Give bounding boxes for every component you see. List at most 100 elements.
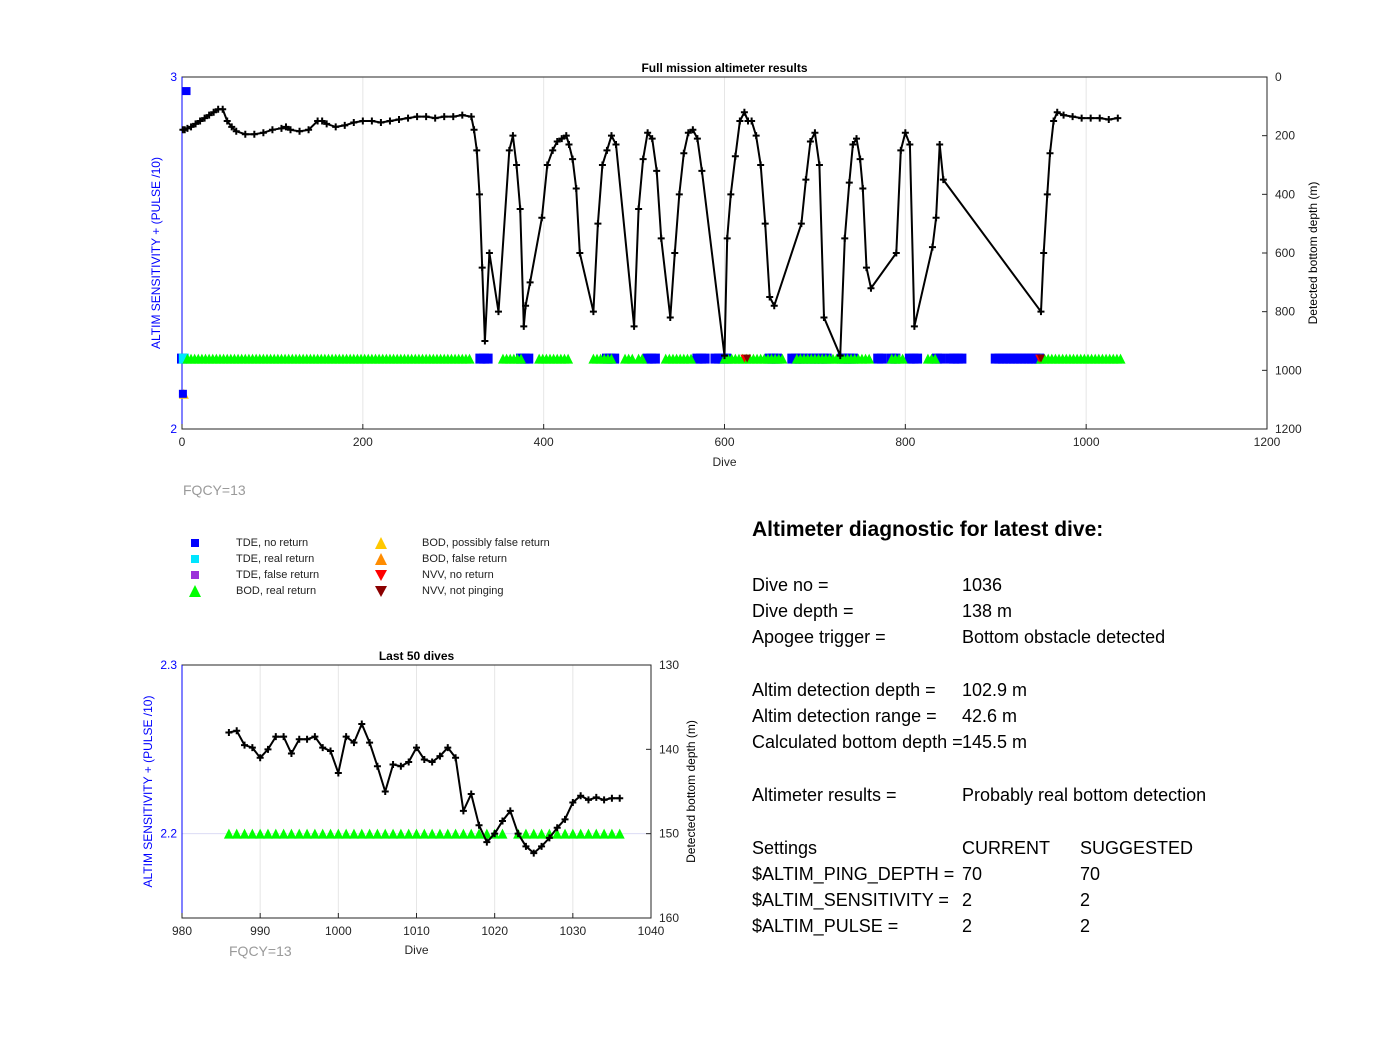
bottom-depth-point bbox=[366, 739, 374, 747]
bottom-depth-point bbox=[698, 167, 706, 175]
bottom-depth-point bbox=[341, 121, 349, 129]
square-marker-icon bbox=[188, 568, 202, 582]
bottom-depth-point bbox=[1050, 117, 1058, 125]
status-marker bbox=[427, 828, 438, 839]
bottom-depth-point bbox=[196, 117, 204, 125]
bottom-depth-point bbox=[483, 838, 491, 846]
x-tick-label: 1030 bbox=[559, 924, 586, 938]
bottom-depth-point bbox=[797, 220, 805, 228]
bottom-depth-point bbox=[939, 176, 947, 184]
bottom-depth-point bbox=[545, 834, 553, 842]
bottom-depth-point bbox=[522, 302, 530, 310]
bottom-depth-point bbox=[569, 155, 577, 163]
bottom-depth-point bbox=[612, 140, 620, 148]
legend-label: BOD, possibly false return bbox=[422, 537, 550, 549]
x-tick-label: 1040 bbox=[638, 924, 665, 938]
bottom-depth-point bbox=[232, 127, 240, 135]
y-left-tick-label: 3 bbox=[170, 70, 177, 84]
y-right-axis-label: Detected bottom depth (m) bbox=[1306, 182, 1320, 325]
bottom-depth-point bbox=[359, 117, 367, 125]
bottom-depth-point bbox=[561, 815, 569, 823]
settings-label: Settings bbox=[752, 838, 818, 858]
bottom-depth-point bbox=[201, 114, 209, 122]
apogee-value: Bottom obstacle detected bbox=[962, 627, 1166, 647]
status-marker bbox=[255, 828, 266, 839]
bottom-depth-point bbox=[932, 214, 940, 222]
status-marker bbox=[614, 828, 625, 839]
status-marker bbox=[286, 828, 297, 839]
bottom-depth-point bbox=[757, 161, 765, 169]
bottom-depth-point bbox=[653, 167, 661, 175]
bottom-depth-point bbox=[802, 176, 810, 184]
bottom-depth-point bbox=[598, 161, 606, 169]
status-marker bbox=[372, 828, 383, 839]
bottom-depth-point bbox=[282, 123, 290, 131]
status-marker bbox=[474, 828, 485, 839]
bottom-depth-point bbox=[183, 124, 191, 132]
bottom-depth-point bbox=[859, 184, 867, 192]
bottom-depth-point bbox=[225, 728, 233, 736]
status-marker bbox=[897, 353, 908, 364]
bottom-depth-point bbox=[280, 733, 288, 741]
bottom-depth-point bbox=[565, 140, 573, 148]
bottom-depth-point bbox=[520, 322, 528, 330]
status-marker bbox=[935, 353, 946, 364]
bottom-depth-point bbox=[516, 205, 524, 213]
status-marker bbox=[223, 828, 234, 839]
status-marker bbox=[434, 828, 445, 839]
bottom-depth-point bbox=[473, 146, 481, 154]
dive-depth-label: Dive depth = bbox=[752, 601, 854, 621]
diagnostic-title: Altimeter diagnostic for latest dive: bbox=[752, 518, 1104, 541]
bottom-depth-point bbox=[287, 126, 294, 134]
bottom-depth-point bbox=[752, 132, 760, 140]
legend-label: NVV, no return bbox=[422, 569, 494, 581]
bottom-depth-point bbox=[680, 149, 688, 157]
y-right-tick-label: 800 bbox=[1275, 305, 1295, 319]
bottom-depth-point bbox=[836, 352, 844, 360]
bottom-depth-point bbox=[862, 264, 870, 272]
status-marker bbox=[637, 353, 648, 364]
triangle-up-marker-icon bbox=[188, 584, 202, 598]
bottom-depth-point bbox=[616, 794, 624, 802]
status-marker bbox=[178, 389, 187, 398]
bottom-depth-point bbox=[422, 113, 430, 121]
bottom-depth-point bbox=[1105, 116, 1113, 124]
y-right-tick-label: 140 bbox=[659, 742, 679, 756]
status-marker bbox=[649, 353, 660, 364]
x-tick-label: 200 bbox=[353, 435, 373, 449]
altim-range-label: Altim detection range = bbox=[752, 706, 937, 726]
x-axis-label: Dive bbox=[404, 943, 428, 957]
bottom-depth-point bbox=[648, 135, 656, 143]
x-tick-label: 980 bbox=[172, 924, 192, 938]
status-marker bbox=[520, 828, 531, 839]
status-marker bbox=[247, 828, 258, 839]
status-markers bbox=[223, 828, 625, 839]
x-tick-label: 1010 bbox=[403, 924, 430, 938]
status-marker bbox=[482, 353, 493, 364]
x-tick-label: 1200 bbox=[1254, 435, 1281, 449]
bottom-depth-point bbox=[630, 322, 638, 330]
status-marker bbox=[302, 828, 313, 839]
altim-depth-label: Altim detection depth = bbox=[752, 680, 936, 700]
bottom-depth-point bbox=[303, 735, 311, 743]
bottom-depth-point bbox=[761, 220, 769, 228]
bottom-depth-point bbox=[311, 733, 319, 741]
bottom-depth-point bbox=[327, 747, 335, 755]
bottom-depth-point bbox=[405, 758, 413, 766]
status-marker bbox=[178, 353, 189, 364]
status-marker bbox=[294, 828, 305, 839]
bottom-depth-point bbox=[296, 127, 304, 135]
y-right-tick-label: 1000 bbox=[1275, 363, 1302, 377]
altim-depth-value: 102.9 m bbox=[962, 680, 1028, 700]
legend-item: BOD, real return bbox=[188, 583, 316, 599]
dive-depth-value: 138 m bbox=[962, 601, 1013, 621]
status-marker bbox=[182, 87, 191, 96]
bottom-depth-point bbox=[350, 118, 358, 126]
calc-depth-label: Calculated bottom depth = bbox=[752, 732, 963, 752]
bottom-depth-point bbox=[806, 138, 814, 146]
status-marker bbox=[333, 828, 344, 839]
status-marker bbox=[458, 828, 469, 839]
bottom-depth-point bbox=[494, 308, 502, 316]
last-50-dives-chart: Last 50 dives 980 990 1000 1010 1020 1030 1040 D… bbox=[141, 649, 698, 957]
bottom-depth-point bbox=[319, 744, 327, 752]
